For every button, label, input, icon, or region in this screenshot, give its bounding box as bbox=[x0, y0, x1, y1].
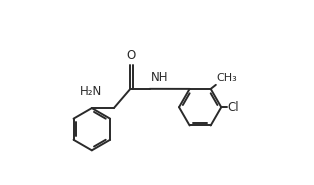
Text: CH₃: CH₃ bbox=[216, 73, 237, 83]
Text: H₂N: H₂N bbox=[80, 85, 102, 98]
Text: NH: NH bbox=[151, 71, 168, 84]
Text: Cl: Cl bbox=[227, 101, 239, 114]
Text: O: O bbox=[127, 49, 136, 62]
